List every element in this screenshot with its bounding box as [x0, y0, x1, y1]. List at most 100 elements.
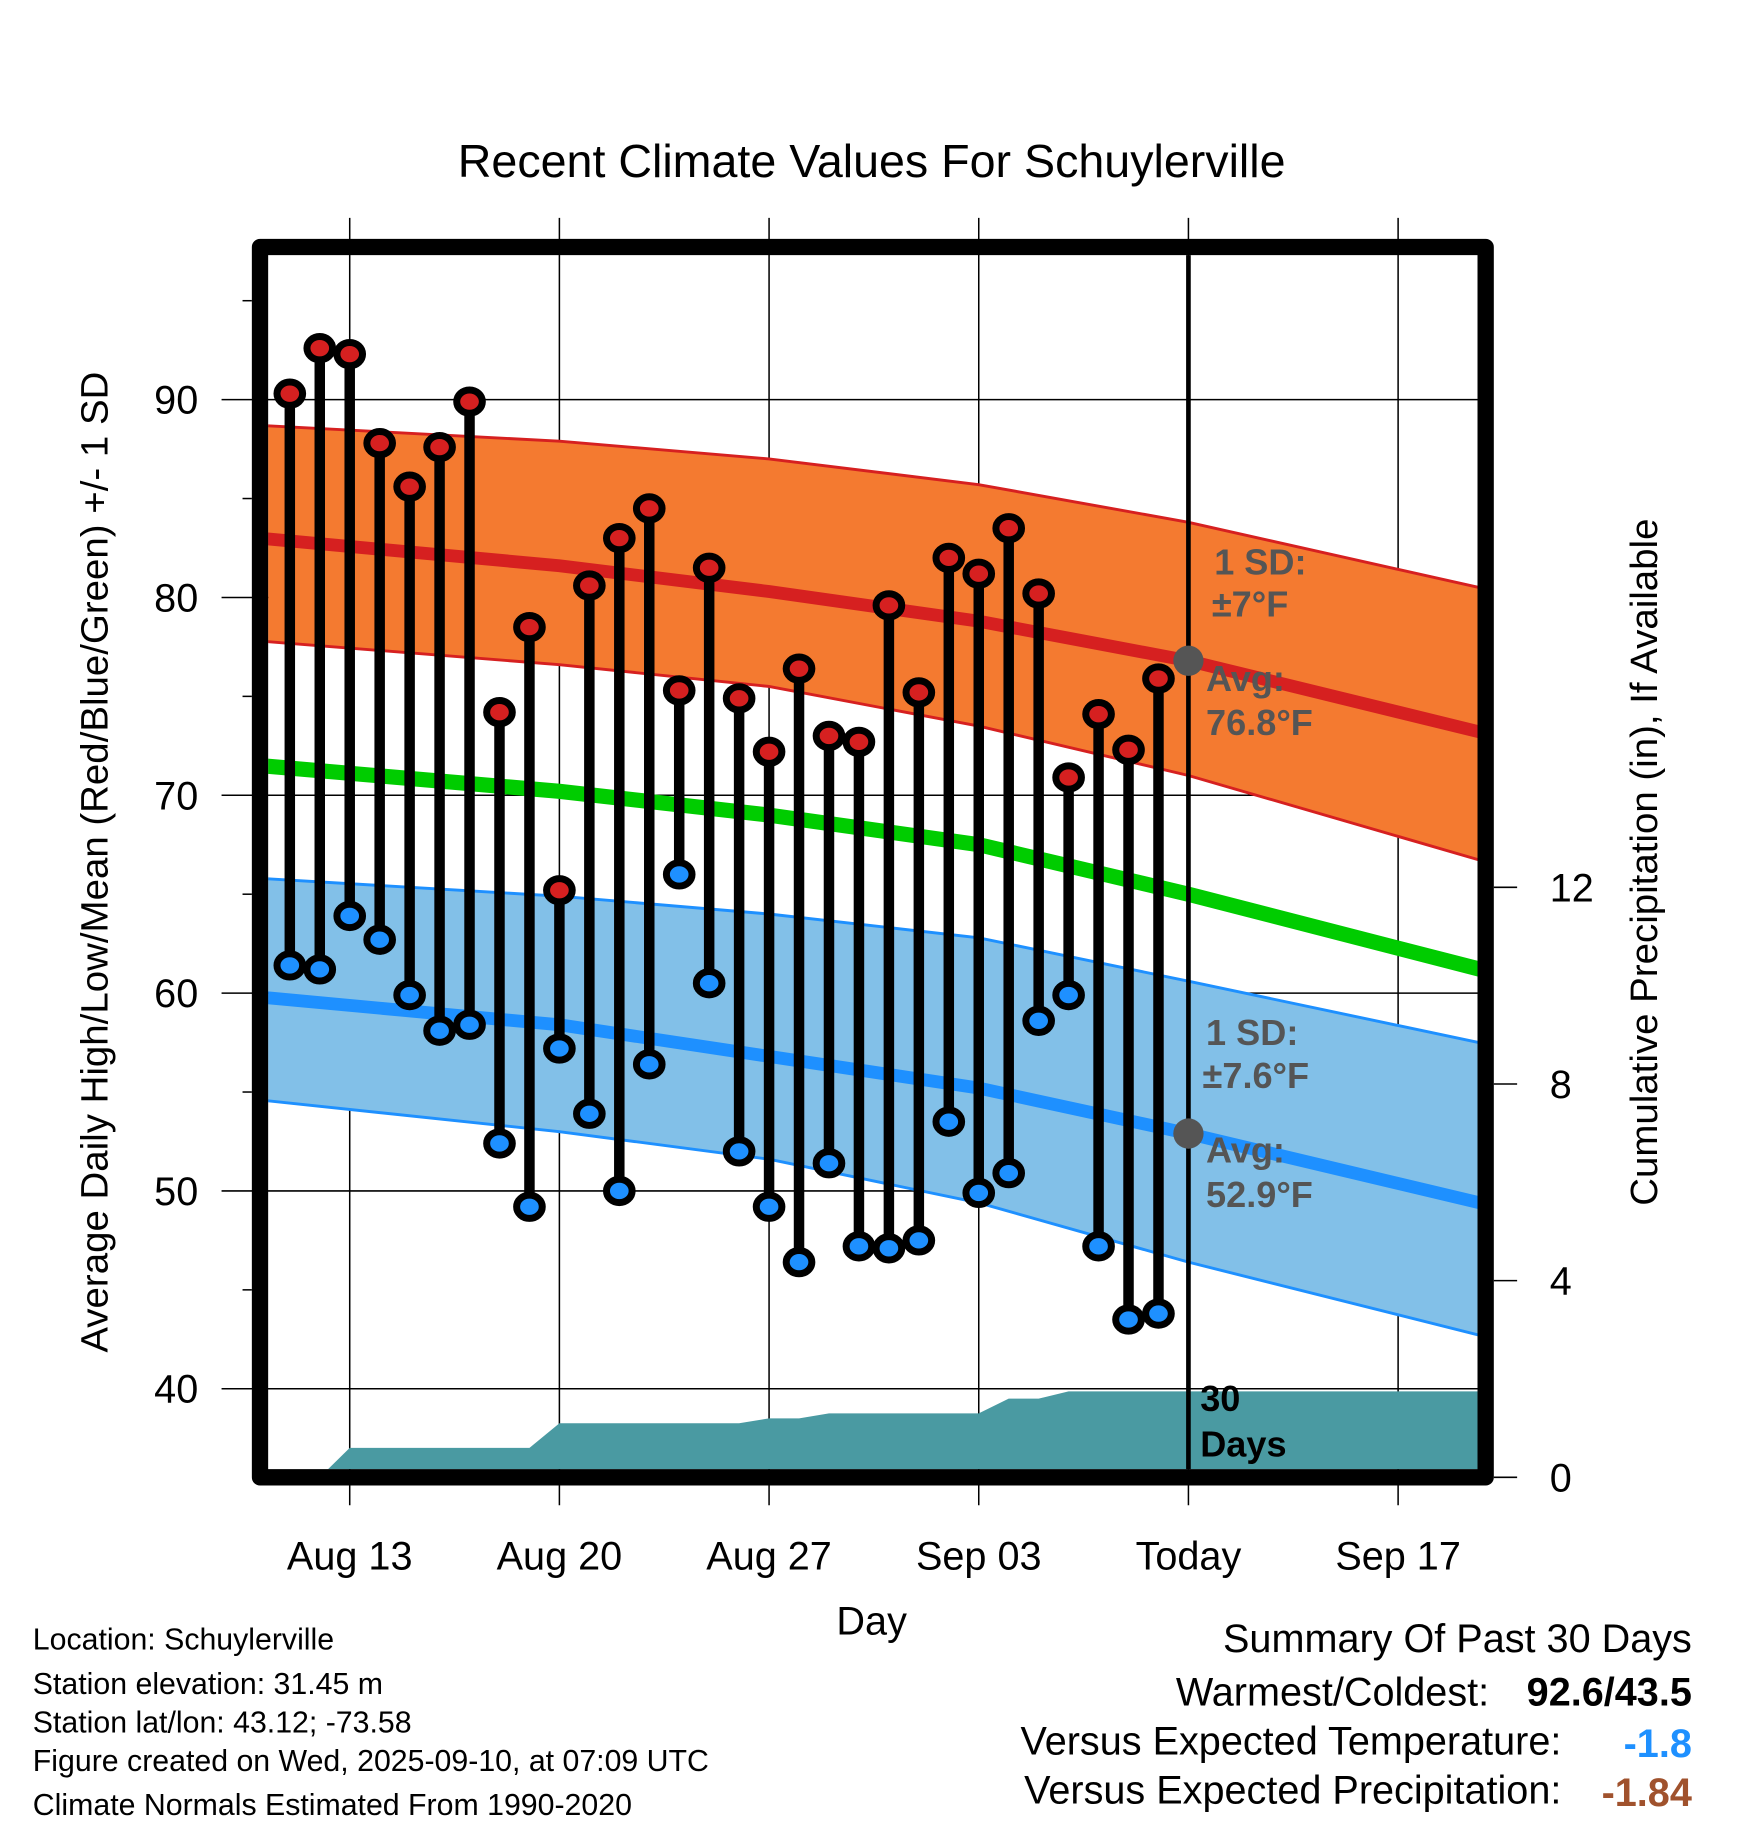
daily-range	[273, 378, 307, 981]
x-axis-label: Day	[836, 1600, 907, 1644]
low-sd-band-lower-edge	[268, 1099, 1478, 1337]
daily-range	[962, 558, 996, 1209]
y2-tick-label: 8	[1550, 1063, 1572, 1107]
daily-high-point	[992, 513, 1026, 544]
daily-range	[303, 333, 337, 985]
daily-high-point	[573, 570, 606, 601]
summary-panel: Summary Of Past 30 Days Warmest/Coldest:…	[1020, 1617, 1691, 1815]
daily-high-point	[932, 542, 966, 574]
y-tick-label: 50	[154, 1170, 198, 1214]
daily-range	[992, 513, 1026, 1189]
footer-created: Figure created on Wed, 2025-09-10, at 07…	[33, 1745, 709, 1778]
high-sd-value: ±7°F	[1212, 583, 1288, 624]
daily-high-point	[1082, 699, 1115, 730]
daily-high-point	[1112, 734, 1145, 765]
y2-axis-label: Cumulative Precipitation (in), If Availa…	[1623, 519, 1666, 1206]
daily-low-point	[363, 924, 396, 955]
daily-range	[752, 736, 786, 1222]
daily-range	[423, 431, 456, 1046]
daily-range	[782, 653, 816, 1278]
daily-range	[543, 875, 576, 1064]
daily-low-point	[602, 1175, 636, 1207]
summary-precip-value: -1.84	[1602, 1771, 1692, 1815]
summary-warm-cold-label: Warmest/Coldest:	[1176, 1671, 1489, 1715]
daily-high-point	[752, 736, 786, 767]
daily-range	[1052, 762, 1085, 1011]
daily-low-point	[692, 968, 726, 999]
daily-high-point	[962, 558, 996, 589]
daily-range	[812, 720, 846, 1179]
daily-low-point	[513, 1191, 546, 1222]
chart-title: Recent Climate Values For Schuylerville	[458, 135, 1286, 187]
daily-low-point	[962, 1177, 996, 1209]
daily-low-point	[992, 1157, 1026, 1189]
low-avg-label: Avg:	[1206, 1130, 1285, 1171]
footer-location: Location: Schuylerville	[33, 1624, 334, 1657]
high-sd-band-lower-edge	[268, 640, 1478, 861]
daily-range	[393, 471, 426, 1011]
window-days-unit: Days	[1200, 1423, 1286, 1464]
daily-high-point	[513, 611, 546, 643]
daily-low-point	[902, 1225, 936, 1256]
daily-high-point	[363, 427, 396, 459]
y2-tick-label: 4	[1550, 1260, 1572, 1304]
low-sd-label: 1 SD:	[1206, 1012, 1298, 1053]
daily-high-point	[423, 431, 456, 463]
daily-low-point	[842, 1231, 876, 1262]
daily-high-point	[662, 675, 696, 706]
daily-low-point	[932, 1106, 966, 1137]
summary-title: Summary Of Past 30 Days	[1223, 1617, 1692, 1661]
daily-high-point	[393, 471, 426, 502]
daily-low-point	[303, 954, 337, 985]
footer-info: Location: Schuylerville Station elevatio…	[33, 1624, 709, 1822]
daily-low-point	[453, 1009, 486, 1040]
daily-range	[872, 590, 906, 1264]
low-sd-value: ±7.6°F	[1203, 1055, 1310, 1096]
daily-high-point	[872, 590, 906, 621]
daily-range	[932, 542, 966, 1137]
daily-range	[363, 427, 396, 955]
daily-range	[1022, 578, 1055, 1036]
high-sd-label: 1 SD:	[1214, 541, 1306, 582]
daily-low-point	[722, 1136, 756, 1167]
window-days-number: 30	[1200, 1378, 1240, 1419]
daily-range	[662, 675, 696, 890]
daily-low-point	[812, 1148, 846, 1179]
daily-low-point	[543, 1033, 576, 1064]
daily-low-point	[752, 1191, 786, 1222]
axes: Aug 13 Aug 20 Aug 27 Sep 03 Today Sep 1740506…	[154, 299, 1594, 1578]
daily-high-point	[692, 552, 726, 583]
daily-high-point	[543, 875, 576, 906]
x-tick-label: Sep 03	[916, 1534, 1042, 1578]
y-axis-label: Average Daily High/Low/Mean (Red/Blue/Gr…	[73, 372, 116, 1353]
daily-high-point	[1022, 578, 1055, 609]
low-sd-band-upper-edge	[268, 877, 1478, 1044]
summary-warm-cold-value: 92.6/43.5	[1527, 1671, 1692, 1715]
daily-high-point	[722, 683, 756, 714]
x-tick-label: Sep 17	[1335, 1534, 1461, 1578]
daily-high-point	[842, 726, 876, 758]
high-avg-value: 76.8°F	[1206, 702, 1313, 743]
daily-range	[632, 493, 666, 1080]
daily-low-point	[1112, 1304, 1145, 1335]
daily-low-point	[273, 950, 307, 981]
daily-high-point	[1142, 663, 1175, 694]
daily-range	[692, 552, 726, 999]
cumulative-precip-area	[328, 1391, 1478, 1470]
daily-high-point	[602, 522, 636, 554]
y-tick-label: 90	[154, 379, 198, 423]
daily-range	[333, 338, 367, 932]
low-avg-marker	[1173, 1118, 1204, 1149]
y-tick-label: 60	[154, 972, 198, 1016]
summary-temp-value: -1.8	[1624, 1722, 1692, 1766]
plot-frame	[251, 238, 1494, 1486]
daily-low-point	[1142, 1298, 1175, 1329]
daily-low-point	[1022, 1005, 1055, 1036]
daily-high-point	[483, 697, 516, 728]
daily-range	[1082, 699, 1115, 1262]
high-avg-marker	[1173, 645, 1204, 676]
plot-area	[268, 255, 1478, 1470]
daily-range	[902, 677, 936, 1256]
